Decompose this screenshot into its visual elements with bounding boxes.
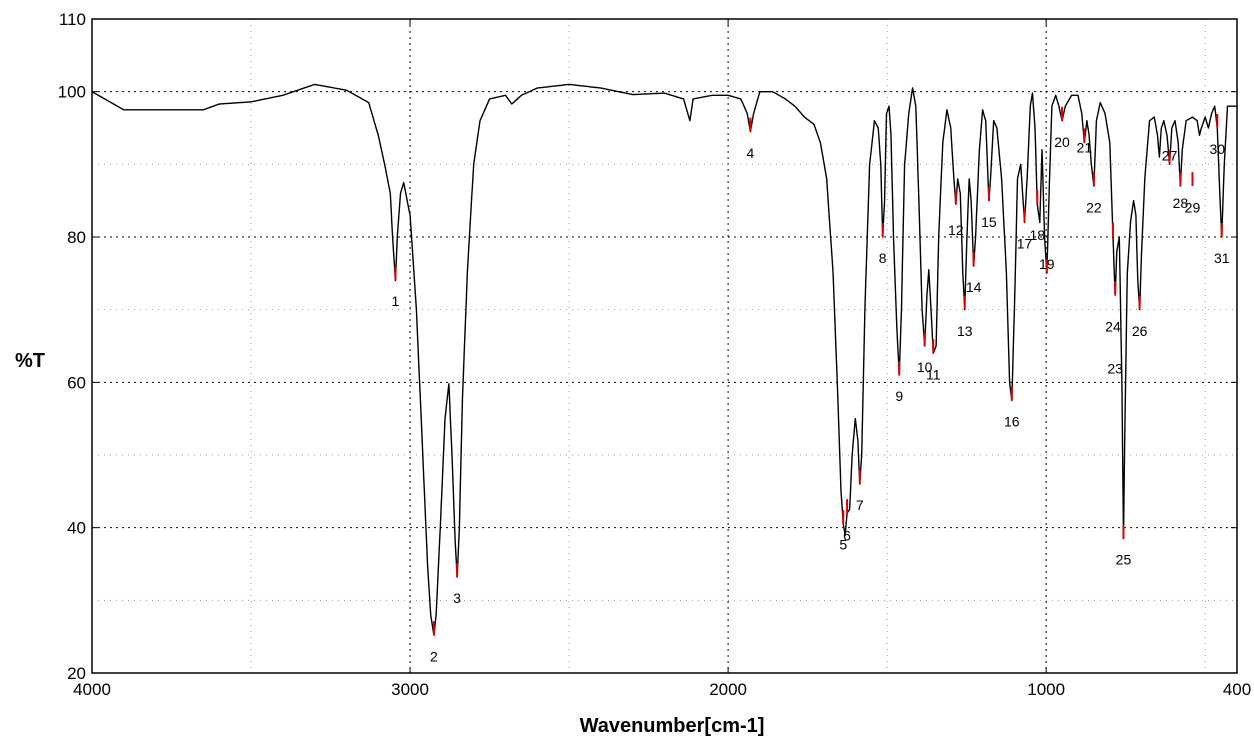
peak-label-7: 7 (856, 497, 864, 513)
y-tick-label: 40 (67, 519, 86, 538)
peak-label-18: 18 (1029, 227, 1045, 243)
peak-label-29: 29 (1185, 199, 1201, 215)
x-tick-label: 1000 (1027, 680, 1065, 699)
peak-label-23: 23 (1107, 361, 1123, 377)
spectrum-line-layer (91, 83, 1237, 636)
y-tick-label: 80 (67, 228, 86, 247)
peak-label-9: 9 (895, 388, 903, 404)
grid (92, 19, 1237, 673)
x-axis-title: Wavenumber[cm-1] (580, 715, 765, 737)
peak-label-30: 30 (1209, 141, 1225, 157)
peak-label-22: 22 (1086, 199, 1102, 215)
peak-label-28: 28 (1173, 195, 1189, 211)
peak-label-12: 12 (948, 222, 964, 238)
peak-label-2: 2 (430, 648, 438, 664)
peak-label-3: 3 (453, 590, 461, 606)
peak-label-6: 6 (843, 528, 851, 544)
plot-frame (91, 18, 1238, 674)
y-tick-label: 20 (67, 664, 86, 683)
peak-label-25: 25 (1116, 552, 1132, 568)
peak-label-5: 5 (839, 536, 847, 552)
peak-label-19: 19 (1039, 256, 1055, 272)
peak-label-17: 17 (1017, 236, 1033, 252)
peak-label-11: 11 (926, 366, 941, 382)
x-tick-label: 400 (1223, 680, 1251, 699)
peak-label-27: 27 (1162, 148, 1178, 164)
peak-label-4: 4 (746, 145, 754, 161)
y-tick-label: 60 (67, 373, 86, 392)
x-tick-label: 4000 (73, 680, 111, 699)
y-tick-label: 100 (58, 83, 86, 102)
peak-label-21: 21 (1077, 140, 1093, 156)
peak-label-26: 26 (1132, 323, 1148, 339)
peak-label-13: 13 (957, 323, 973, 339)
x-tick-label: 3000 (391, 680, 429, 699)
x-tick-label: 2000 (709, 680, 747, 699)
y-axis-title: %T (15, 350, 45, 372)
y-tick-label: 110 (59, 10, 86, 29)
peak-label-24: 24 (1105, 318, 1121, 334)
spectrum-line (91, 83, 1237, 636)
peak-label-8: 8 (879, 250, 887, 266)
peak-label-31: 31 (1214, 250, 1230, 266)
peak-label-15: 15 (981, 214, 997, 230)
peak-label-14: 14 (966, 279, 982, 295)
peak-label-10: 10 (917, 359, 933, 375)
peak-label-20: 20 (1054, 134, 1070, 150)
peak-label-16: 16 (1004, 414, 1020, 430)
peak-label-1: 1 (392, 293, 400, 309)
